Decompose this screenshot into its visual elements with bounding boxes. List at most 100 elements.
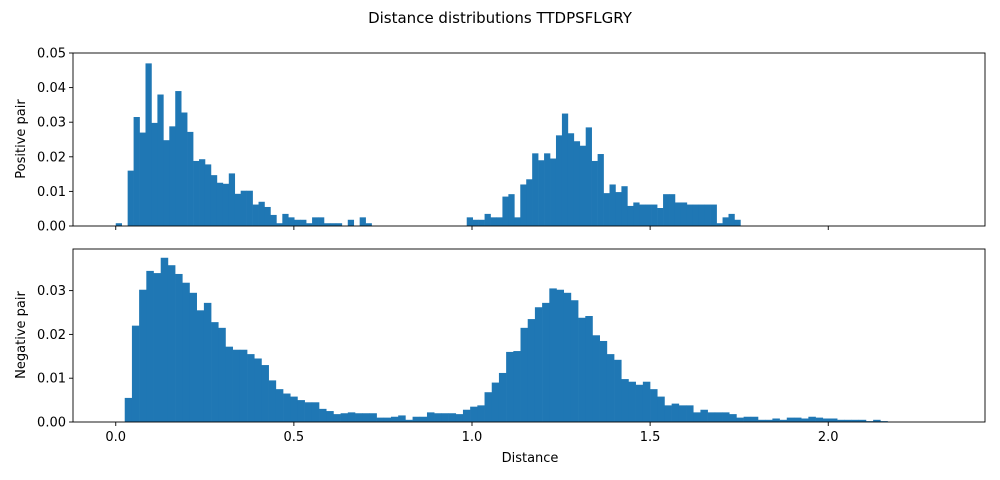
histogram-bar (520, 184, 527, 226)
histogram-bar (686, 405, 694, 422)
histogram-bar (669, 194, 676, 226)
histogram-bar (228, 173, 236, 226)
histogram-bar (710, 204, 717, 226)
histogram-bar (204, 164, 212, 226)
histogram-bar (175, 273, 183, 422)
histogram-bar (550, 158, 557, 226)
subplot-positive: 0.00 0.01 0.02 0.03 0.04 0.05 (37, 47, 986, 235)
histogram-bar (145, 63, 152, 226)
histogram-bar (390, 416, 399, 422)
histogram-bar (294, 219, 301, 226)
histogram-bar (585, 127, 592, 226)
histogram-bar (728, 213, 735, 226)
histogram-bar (139, 289, 147, 422)
histogram-bar (508, 194, 515, 226)
histogram-bar (282, 213, 289, 226)
histogram-bar (822, 418, 831, 422)
histogram-bar (663, 194, 670, 226)
histogram-bar (484, 392, 493, 422)
histogram-bar (306, 223, 313, 226)
histogram-bar (490, 217, 497, 226)
histogram-bar (270, 214, 277, 226)
histogram-bar (555, 135, 563, 226)
histogram-bar (657, 208, 664, 226)
y-tick-label: 0.02 (37, 328, 66, 343)
histogram-bar (592, 335, 600, 422)
histogram-bar (563, 292, 572, 422)
histogram-bar (714, 412, 723, 422)
histogram-bar (151, 122, 158, 226)
histogram-bar (651, 204, 658, 226)
histogram-bar (829, 418, 838, 422)
y-tick-label: 0.00 (37, 416, 66, 431)
histogram-bar (642, 381, 651, 422)
histogram-bar (734, 219, 741, 226)
histogram-bar (657, 396, 665, 422)
histogram-bar (578, 317, 586, 422)
subplot-negative: 0.00 0.01 0.02 0.03 0.0 0.5 1.0 1.5 2.0 (37, 248, 986, 445)
histogram-bar (216, 182, 224, 226)
histogram-bar (520, 327, 529, 422)
histogram-bar (750, 416, 759, 422)
histogram-bar (247, 354, 255, 422)
histogram-bar (693, 412, 701, 422)
histogram-bar (650, 389, 658, 422)
y-tick-label: 0.03 (37, 284, 66, 299)
histogram-bar (323, 223, 331, 226)
histogram-bar (434, 413, 442, 422)
histogram-bar (268, 380, 277, 422)
histogram-bar (318, 217, 325, 226)
y-tick-label: 0.05 (37, 47, 66, 62)
histogram-bar (340, 413, 349, 422)
histogram-bar (700, 409, 708, 422)
histogram-bar (707, 412, 716, 422)
histogram-bar (127, 170, 134, 226)
histogram-bar (376, 417, 385, 422)
histogram-bar (549, 288, 557, 422)
y-axis-label-positive: Positive pair (14, 99, 29, 179)
histogram-bar (729, 414, 737, 422)
histogram-bar (182, 282, 190, 422)
histogram-bar (326, 411, 334, 422)
histogram-bar (538, 160, 545, 226)
histogram-bar (765, 419, 773, 422)
y-tick-label: 0.03 (37, 116, 66, 131)
histogram-bar (873, 419, 881, 422)
histogram-bar (181, 112, 188, 226)
histogram-bar (585, 316, 593, 422)
histogram-bar (157, 94, 164, 227)
histogram-bar (606, 354, 615, 422)
histogram-bar (704, 204, 711, 226)
histogram-bar (193, 160, 200, 226)
histogram-bar (614, 359, 622, 422)
histogram-bar (858, 419, 867, 422)
histogram-bar (615, 192, 622, 226)
x-tick-label: 2.0 (818, 430, 839, 445)
histogram-bar (210, 175, 218, 226)
histogram-bar (133, 117, 140, 226)
histogram-bar (597, 154, 604, 226)
y-tick-label: 0.02 (37, 150, 66, 165)
histogram-bar (319, 408, 327, 422)
histogram-bar (743, 416, 752, 422)
histogram-bar (526, 179, 533, 226)
histogram-bar (786, 417, 795, 422)
histogram-bar (419, 416, 428, 422)
histogram-bar (639, 204, 646, 226)
histogram-bar (369, 413, 377, 422)
histogram-bar (466, 217, 473, 226)
histogram-bar (196, 310, 205, 422)
histogram-bar (304, 402, 313, 422)
histogram-bar (311, 402, 320, 422)
histogram-bar (146, 270, 154, 422)
histogram-bar (645, 204, 652, 226)
histogram-bar (716, 223, 723, 226)
histogram-bar (163, 140, 170, 226)
histogram-bar (169, 126, 176, 226)
histogram-bar (579, 145, 587, 226)
histogram-bar (567, 133, 575, 226)
histogram-bar (603, 193, 610, 226)
histogram-bar (211, 322, 219, 422)
histogram-bar (627, 205, 634, 226)
histogram-bar (405, 419, 413, 422)
